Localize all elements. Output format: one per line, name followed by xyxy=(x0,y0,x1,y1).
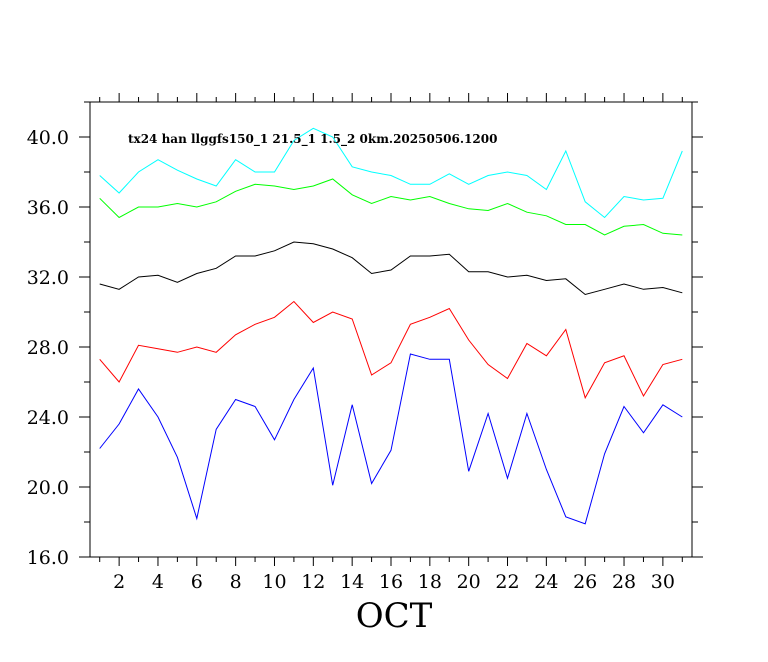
x-tick-label: 28 xyxy=(612,571,636,593)
y-tick-label: 16.0 xyxy=(27,547,69,569)
plot-frame xyxy=(89,101,693,558)
x-tick-label: 18 xyxy=(418,571,442,593)
x-tick-label: 10 xyxy=(262,571,286,593)
x-tick-label: 12 xyxy=(301,571,325,593)
series-group xyxy=(99,127,683,525)
y-tick-label: 24.0 xyxy=(27,407,69,429)
series-line-5 xyxy=(99,353,683,525)
y-tick-label: 40.0 xyxy=(27,127,69,149)
x-tick-label: 8 xyxy=(230,571,242,593)
chart-title: tx24 han llggfs150_1 21.5_1 1.5_2 0km.20… xyxy=(128,132,497,147)
y-tick-label: 20.0 xyxy=(27,477,69,499)
x-tick-label: 20 xyxy=(457,571,481,593)
ticks-group xyxy=(79,93,703,566)
x-tick-label: 16 xyxy=(379,571,403,593)
x-tick-labels: 2 4 6 8 10 12 14 16 18 20 22 24 26 28 30 xyxy=(113,571,675,593)
y-tick-label: 36.0 xyxy=(27,197,69,219)
x-tick-label: 6 xyxy=(191,571,203,593)
x-tick-label: 22 xyxy=(495,571,519,593)
y-tick-labels: 16.0 20.0 24.0 28.0 32.0 36.0 40.0 xyxy=(27,127,69,569)
x-tick-label: 26 xyxy=(573,571,597,593)
y-tick-label: 28.0 xyxy=(27,337,69,359)
x-tick-label: 24 xyxy=(534,571,558,593)
series-line-1 xyxy=(99,127,683,219)
y-tick-label: 32.0 xyxy=(27,267,69,289)
x-tick-label: 14 xyxy=(340,571,364,593)
x-tick-label: 2 xyxy=(113,571,125,593)
series-line-4 xyxy=(99,300,683,400)
series-line-2 xyxy=(99,178,683,236)
x-axis-label: OCT xyxy=(356,596,433,636)
series-line-3 xyxy=(99,241,683,296)
x-tick-label: 4 xyxy=(152,571,164,593)
x-tick-label: 30 xyxy=(651,571,675,593)
